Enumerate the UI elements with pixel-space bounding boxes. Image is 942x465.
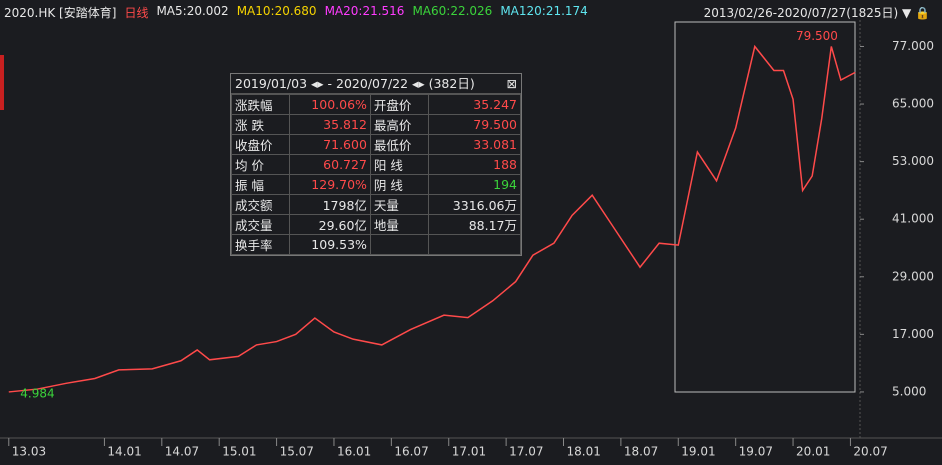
stat-value: 60.727 bbox=[288, 154, 371, 175]
x-tick-label: 16.01 bbox=[337, 445, 371, 459]
x-tick-label: 13.03 bbox=[12, 445, 46, 459]
stat-value: 109.53% bbox=[288, 234, 371, 255]
y-tick-label: 17.000 bbox=[892, 327, 934, 341]
date-range[interactable]: 2013/02/26-2020/07/27(1825日) ▼ 🔒 bbox=[703, 6, 930, 20]
indicator: MA120:21.174 bbox=[500, 4, 588, 18]
stat-label: 开盘价 bbox=[369, 94, 429, 115]
symbol: 2020.HK [安踏体育] bbox=[4, 6, 117, 20]
indicator: MA20:21.516 bbox=[324, 4, 405, 18]
y-tick-label: 77.000 bbox=[892, 39, 934, 53]
stat-label: 阳 线 bbox=[369, 154, 429, 175]
stat-label: 天量 bbox=[369, 194, 429, 215]
stat-label: 收盘价 bbox=[231, 134, 290, 155]
selection-box[interactable] bbox=[674, 21, 856, 393]
y-tick-label: 5.000 bbox=[892, 384, 926, 398]
stats-row: 换手率 109.53% bbox=[231, 234, 522, 255]
stat-label: 成交额 bbox=[231, 194, 290, 215]
stats-row: 成交额 1798亿 天量 3316.06万 bbox=[231, 194, 522, 215]
close[interactable]: ⊠ bbox=[506, 76, 517, 91]
stat-value: 35.247 bbox=[427, 94, 522, 115]
indicator: MA60:22.026 bbox=[412, 4, 493, 18]
stat-label: 涨 跌 bbox=[231, 114, 290, 135]
stat-label: 最高价 bbox=[369, 114, 429, 135]
stats-table: 涨跌幅 100.06% 开盘价 35.247 涨 跌 35.812 最高价 79.500 收盘价… bbox=[231, 94, 522, 255]
y-tick-label: 29.000 bbox=[892, 269, 934, 283]
empty-cell bbox=[427, 234, 522, 255]
stat-value: 1798亿 bbox=[288, 194, 371, 215]
annotation: 4.984 bbox=[20, 387, 54, 401]
stats-row: 涨跌幅 100.06% 开盘价 35.247 bbox=[231, 94, 522, 115]
stat-value: 194 bbox=[427, 174, 522, 195]
stat-label: 均 价 bbox=[231, 154, 290, 175]
y-tick-label: 65.000 bbox=[892, 97, 934, 111]
y-tick-label: 41.000 bbox=[892, 212, 934, 226]
stat-value: 35.812 bbox=[288, 114, 371, 135]
stat-value: 188 bbox=[427, 154, 522, 175]
x-tick-label: 19.07 bbox=[739, 445, 773, 459]
annotation: 79.500 bbox=[796, 29, 838, 43]
x-tick-label: 17.01 bbox=[452, 445, 486, 459]
stat-label: 涨跌幅 bbox=[231, 94, 290, 115]
stats-row: 收盘价 71.600 最低价 33.081 bbox=[231, 134, 522, 155]
stats-row: 成交量 29.60亿 地量 88.17万 bbox=[231, 214, 522, 235]
stat-value: 100.06% bbox=[288, 94, 371, 115]
stat-label: 地量 bbox=[369, 214, 429, 235]
stat-label: 换手率 bbox=[231, 234, 290, 255]
x-tick-label: 18.01 bbox=[567, 445, 601, 459]
x-tick-label: 20.01 bbox=[796, 445, 830, 459]
indicator: MA10:20.680 bbox=[236, 4, 317, 18]
range-text: 2013/02/26-2020/07/27(1825日) bbox=[703, 6, 899, 20]
stat-value: 129.70% bbox=[288, 174, 371, 195]
x-tick-label: 15.07 bbox=[280, 445, 314, 459]
x-tick-label: 19.01 bbox=[681, 445, 715, 459]
stat-value: 79.500 bbox=[427, 114, 522, 135]
indicator: MA5:20.002 bbox=[156, 4, 229, 18]
end-date: - 2020/07/22 bbox=[327, 76, 409, 91]
x-tick-label: 18.07 bbox=[624, 445, 658, 459]
days: (382日) bbox=[428, 76, 475, 91]
stat-label: 成交量 bbox=[231, 214, 290, 235]
x-tick-label: 14.01 bbox=[107, 445, 141, 459]
stats-panel: 2019/01/03 ◂▸ - 2020/07/22 ◂▸ (382日) ⊠ 涨… bbox=[230, 73, 522, 256]
period[interactable]: 日线 bbox=[124, 6, 149, 20]
side-marker bbox=[0, 55, 4, 110]
stat-value: 71.600 bbox=[288, 134, 371, 155]
stats-row: 均 价 60.727 阳 线 188 bbox=[231, 154, 522, 175]
empty-cell bbox=[369, 234, 429, 255]
x-tick-label: 17.07 bbox=[509, 445, 543, 459]
stat-value: 29.60亿 bbox=[288, 214, 371, 235]
header: 2020.HK [安踏体育] 日线 MA5:20.002 MA10:20.680 M… bbox=[4, 4, 588, 21]
stat-value: 3316.06万 bbox=[427, 194, 522, 215]
stats-row: 涨 跌 35.812 最高价 79.500 bbox=[231, 114, 522, 135]
x-tick-label: 20.07 bbox=[853, 445, 887, 459]
x-tick-label: 16.07 bbox=[394, 445, 428, 459]
stat-label: 阴 线 bbox=[369, 174, 429, 195]
x-tick-label: 14.07 bbox=[165, 445, 199, 459]
panel-title: 2019/01/03 ◂▸ - 2020/07/22 ◂▸ (382日) ⊠ bbox=[231, 74, 521, 94]
stat-label: 最低价 bbox=[369, 134, 429, 155]
stat-value: 88.17万 bbox=[427, 214, 522, 235]
start-date: 2019/01/03 bbox=[235, 76, 308, 91]
y-tick-label: 53.000 bbox=[892, 154, 934, 168]
stat-label: 振 幅 bbox=[231, 174, 290, 195]
price-line bbox=[8, 44, 856, 393]
stats-row: 振 幅 129.70% 阴 线 194 bbox=[231, 174, 522, 195]
stat-value: 33.081 bbox=[427, 134, 522, 155]
x-tick-label: 15.01 bbox=[222, 445, 256, 459]
